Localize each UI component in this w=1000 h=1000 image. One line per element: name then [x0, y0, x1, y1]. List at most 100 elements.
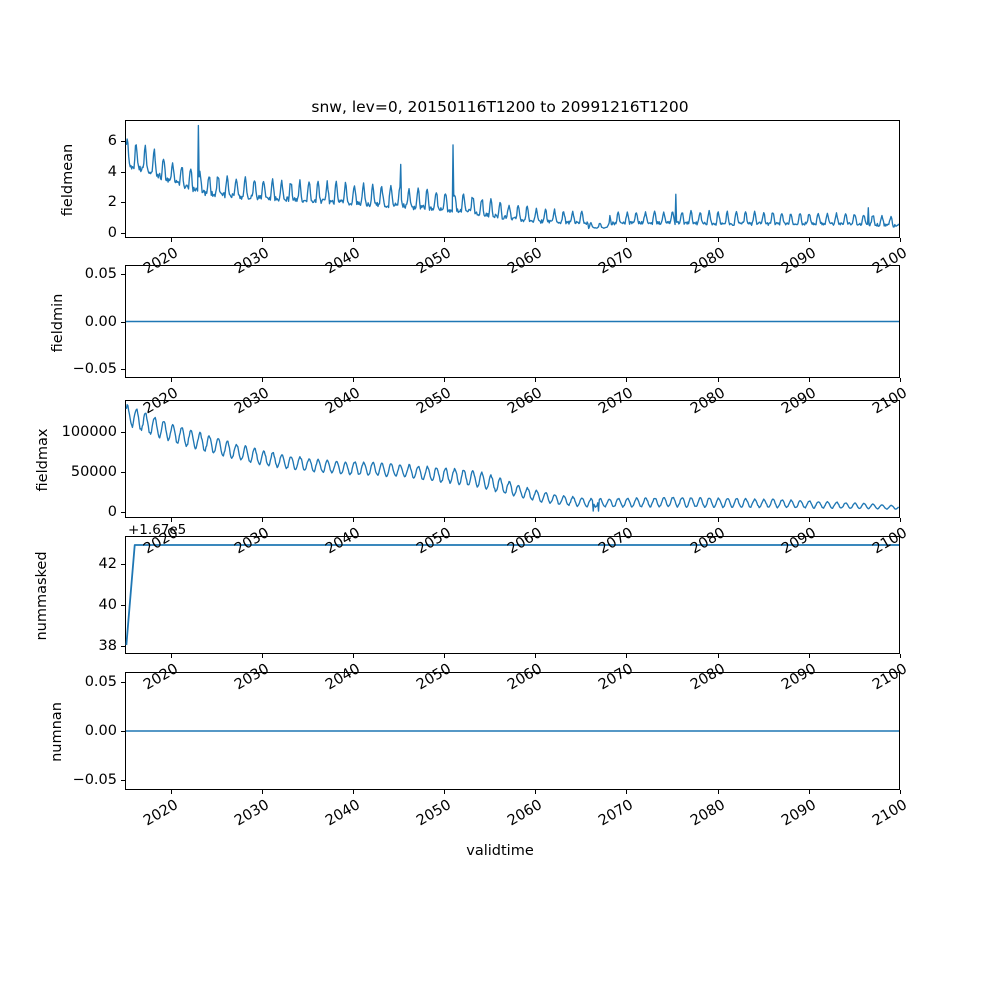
- nummasked-xtick-mark: [170, 654, 172, 658]
- fieldmax-xtick-mark: [170, 518, 172, 522]
- subplot-fieldmean: [125, 120, 900, 238]
- fieldmax-xtick-mark: [261, 518, 263, 522]
- numnan-xtick-label: 2090: [778, 797, 819, 830]
- numnan-ytick-label: 0.05: [84, 673, 117, 690]
- fieldmin-xtick-mark: [170, 378, 172, 382]
- fieldmax-ytick-mark: [121, 472, 125, 474]
- nummasked-xtick-mark: [717, 654, 719, 658]
- numnan-xtick-label: 2070: [596, 797, 637, 830]
- fieldmax-xtick-mark: [444, 518, 446, 522]
- numnan-xtick-mark: [808, 790, 810, 794]
- nummasked-ytick-label: 40: [98, 597, 117, 614]
- numnan-xtick-mark: [352, 790, 354, 794]
- subplot-numnan: [125, 672, 900, 790]
- fieldmax-line-plot: [126, 401, 899, 517]
- fieldmean-xtick-mark: [900, 238, 901, 242]
- fieldmin-ytick-label: −0.05: [72, 360, 117, 377]
- numnan-xtick-label: 2030: [231, 797, 272, 830]
- fieldmean-ytick-mark: [121, 232, 125, 234]
- numnan-xtick-label: 2100: [870, 797, 910, 830]
- fieldmean-ytick-mark: [121, 171, 125, 173]
- fieldmean-xtick-mark: [626, 238, 628, 242]
- numnan-xtick-mark: [717, 790, 719, 794]
- fieldmean-ytick-label: 2: [107, 194, 117, 211]
- fieldmean-xtick-mark: [352, 238, 354, 242]
- numnan-line-plot: [126, 673, 899, 789]
- numnan-ytick-label: −0.05: [72, 772, 117, 789]
- fieldmax-ytick-mark: [121, 432, 125, 434]
- fieldmin-ytick-mark: [121, 368, 125, 370]
- nummasked-xtick-mark: [808, 654, 810, 658]
- fieldmin-xtick-mark: [900, 378, 901, 382]
- fieldmean-xtick-mark: [808, 238, 810, 242]
- fieldmax-xtick-mark: [535, 518, 537, 522]
- numnan-xtick-mark: [626, 790, 628, 794]
- numnan-xtick-mark: [444, 790, 446, 794]
- fieldmean-xtick-mark: [170, 238, 172, 242]
- nummasked-xtick-mark: [626, 654, 628, 658]
- fieldmean-ytick-label: 4: [107, 163, 117, 180]
- xlabel-validtime: validtime: [466, 843, 534, 859]
- ylabel-nummasked: nummasked: [34, 551, 50, 641]
- fieldmean-ytick-mark: [121, 202, 125, 204]
- fieldmin-ytick-label: 0.00: [84, 313, 117, 330]
- fieldmax-ytick-label: 50000: [70, 464, 117, 481]
- subplot-fieldmax: [125, 400, 900, 518]
- nummasked-line-plot: [126, 537, 899, 653]
- numnan-xtick-mark: [535, 790, 537, 794]
- fieldmin-ytick-mark: [121, 321, 125, 323]
- nummasked-ytick-label: 42: [98, 556, 117, 573]
- fieldmean-ytick-label: 0: [107, 224, 117, 241]
- fieldmin-xtick-mark: [808, 378, 810, 382]
- nummasked-xtick-mark: [535, 654, 537, 658]
- fieldmax-ytick-label: 0: [107, 504, 117, 521]
- fieldmean-line-plot: [126, 121, 899, 237]
- numnan-xtick-mark: [900, 790, 901, 794]
- data-line: [126, 405, 898, 511]
- fieldmax-xtick-mark: [808, 518, 810, 522]
- fieldmin-xtick-mark: [261, 378, 263, 382]
- fieldmin-ytick-mark: [121, 274, 125, 276]
- numnan-ytick-mark: [121, 731, 125, 732]
- nummasked-ytick-mark: [121, 564, 125, 566]
- nummasked-xtick-mark: [900, 654, 901, 658]
- fieldmin-xtick-mark: [444, 378, 446, 382]
- fieldmin-ytick-label: 0.05: [84, 266, 117, 283]
- fieldmean-xtick-mark: [444, 238, 446, 242]
- numnan-ytick-mark: [121, 780, 125, 782]
- nummasked-ytick-mark: [121, 605, 125, 607]
- fieldmean-xtick-mark: [717, 238, 719, 242]
- data-line: [126, 125, 898, 228]
- fieldmean-xtick-mark: [535, 238, 537, 242]
- fieldmax-xtick-mark: [626, 518, 628, 522]
- numnan-xtick-label: 2040: [322, 797, 363, 830]
- data-line: [126, 545, 899, 645]
- figure-title: snw, lev=0, 20150116T1200 to 20991216T12…: [311, 98, 689, 116]
- subplot-fieldmin: [125, 265, 900, 378]
- nummasked-xtick-mark: [261, 654, 263, 658]
- fieldmin-xtick-mark: [626, 378, 628, 382]
- numnan-xtick-label: 2060: [505, 797, 546, 830]
- numnan-xtick-label: 2050: [414, 797, 455, 830]
- numnan-ytick-label: 0.00: [84, 723, 117, 739]
- nummasked-xtick-mark: [352, 654, 354, 658]
- fieldmean-ytick-mark: [121, 141, 125, 143]
- numnan-xtick-mark: [261, 790, 263, 794]
- fieldmax-xtick-mark: [900, 518, 901, 522]
- yaxis-offset-text-nummasked: +1.67e5: [128, 522, 187, 538]
- nummasked-xtick-mark: [444, 654, 446, 658]
- fieldmin-xtick-mark: [717, 378, 719, 382]
- fieldmax-ytick-mark: [121, 512, 125, 514]
- fieldmax-xtick-mark: [717, 518, 719, 522]
- numnan-ytick-mark: [121, 681, 125, 683]
- ylabel-fieldmax: fieldmax: [35, 428, 51, 492]
- fieldmin-xtick-mark: [352, 378, 354, 382]
- numnan-xtick-label: 2080: [687, 797, 728, 830]
- fieldmean-ytick-label: 6: [107, 133, 117, 150]
- nummasked-ytick-mark: [121, 645, 125, 647]
- fieldmin-xtick-mark: [535, 378, 537, 382]
- fieldmax-xtick-mark: [352, 518, 354, 522]
- fieldmin-line-plot: [126, 266, 899, 377]
- fieldmean-xtick-mark: [261, 238, 263, 242]
